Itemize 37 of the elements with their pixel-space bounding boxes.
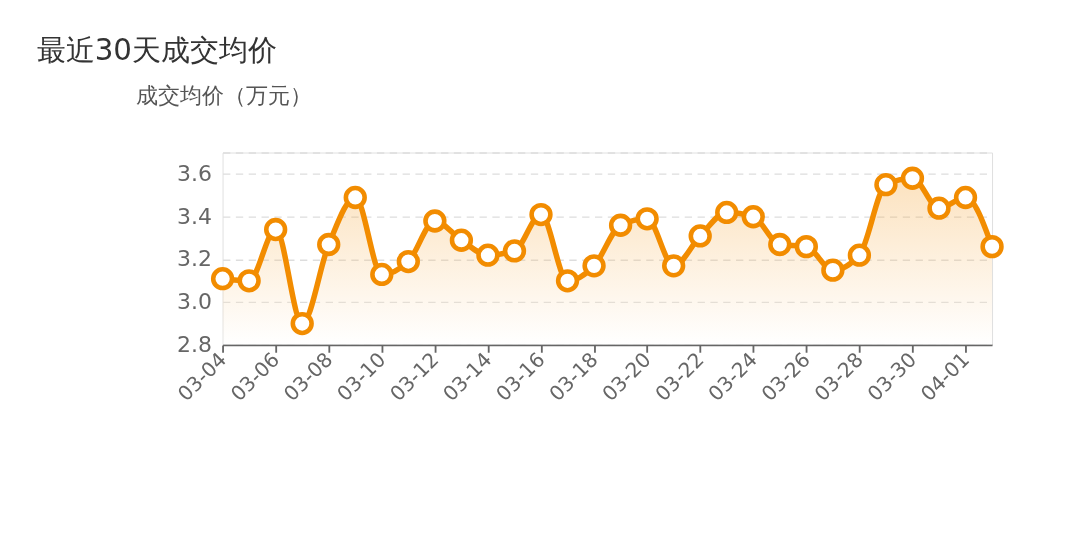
point — [953, 185, 978, 210]
point — [794, 234, 818, 259]
point — [237, 269, 261, 293]
point — [661, 254, 686, 278]
y-tick-label: 3.6 — [177, 160, 213, 186]
point — [396, 249, 421, 274]
point — [608, 213, 633, 237]
point — [290, 311, 314, 336]
point — [927, 196, 951, 220]
point — [555, 269, 580, 293]
y-tick-label: 3.0 — [177, 289, 213, 315]
y-tick-label: 3.4 — [177, 203, 213, 229]
point — [741, 205, 765, 229]
y-tick-label: 2.8 — [177, 331, 213, 357]
point — [317, 232, 341, 257]
point — [529, 202, 553, 227]
point — [343, 185, 367, 210]
point — [449, 228, 474, 252]
point — [768, 232, 792, 257]
point — [874, 172, 898, 197]
point — [582, 254, 606, 278]
point — [847, 243, 872, 267]
point — [688, 224, 712, 248]
y-tick-label: 3.2 — [177, 246, 213, 272]
chart-title: 最近30天成交均价 — [36, 33, 277, 68]
point — [502, 239, 527, 263]
point — [900, 166, 925, 190]
point — [715, 200, 739, 225]
point — [210, 267, 235, 291]
point — [476, 243, 500, 267]
point — [980, 234, 1004, 259]
point — [635, 207, 659, 231]
y-axis-title: 成交均价（万元） — [136, 82, 313, 108]
point — [423, 209, 447, 233]
point — [263, 217, 288, 242]
point — [370, 262, 394, 287]
point — [821, 258, 845, 282]
